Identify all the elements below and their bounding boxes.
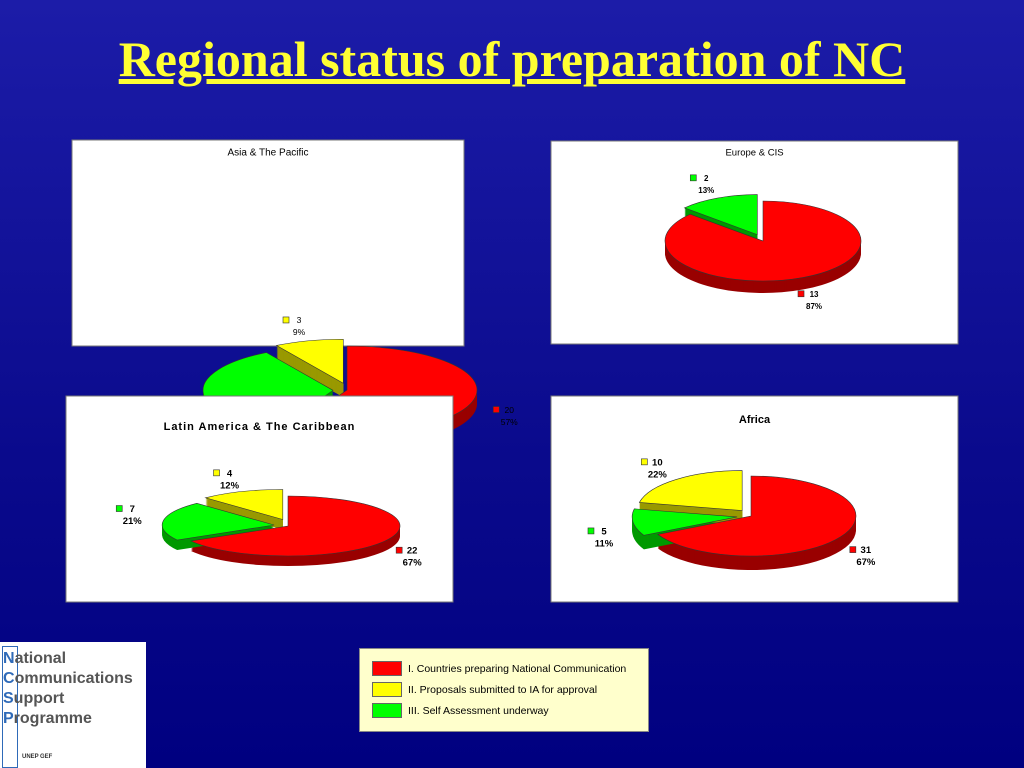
logo-line: Communications bbox=[3, 670, 133, 688]
value-label: 22 bbox=[407, 546, 418, 557]
slice bbox=[275, 338, 344, 384]
value-label: 13 bbox=[810, 290, 819, 299]
chart-title: Europe & CIS bbox=[725, 148, 783, 159]
logo: National Communications Support Programme UN… bbox=[0, 642, 146, 768]
label-marker bbox=[213, 469, 220, 477]
percent-label: 9% bbox=[293, 327, 306, 337]
value-label: 20 bbox=[504, 405, 514, 415]
legend-label: II. Proposals submitted to IA for approv… bbox=[408, 683, 598, 696]
slide-title: Regional status of preparation of NC bbox=[118, 31, 906, 87]
value-label: 3 bbox=[297, 315, 302, 325]
percent-label: 12% bbox=[220, 480, 240, 491]
chart-title: Asia & The Pacific bbox=[228, 148, 309, 159]
label-marker bbox=[849, 546, 857, 553]
slice bbox=[638, 470, 743, 511]
label-marker bbox=[282, 316, 290, 324]
partner-name: GEF bbox=[40, 754, 53, 760]
logo-rest: rogramme bbox=[13, 710, 92, 727]
slice bbox=[683, 194, 758, 236]
legend-item: III. Self Assessment underway bbox=[372, 703, 549, 718]
label-marker bbox=[797, 290, 805, 298]
legend: I. Countries preparing National Communic… bbox=[359, 648, 649, 732]
slice bbox=[189, 495, 401, 557]
chart-title: Africa bbox=[739, 414, 771, 426]
label-marker bbox=[689, 174, 697, 182]
legend-item: II. Proposals submitted to IA for approv… bbox=[372, 682, 597, 697]
label-marker bbox=[641, 458, 648, 466]
slice bbox=[664, 200, 862, 282]
percent-label: 57% bbox=[501, 417, 518, 427]
legend-swatch bbox=[372, 661, 402, 676]
percent-label: 67% bbox=[856, 557, 876, 568]
slice bbox=[204, 489, 284, 520]
logo-rest: ational bbox=[14, 650, 67, 667]
value-label: 7 bbox=[130, 504, 135, 515]
legend-item: I. Countries preparing National Communic… bbox=[372, 661, 626, 676]
legend-label: III. Self Assessment underway bbox=[408, 704, 549, 717]
chart-title: Latin America & The Caribbean bbox=[164, 421, 356, 433]
percent-label: 22% bbox=[648, 469, 668, 480]
slice bbox=[657, 475, 857, 557]
label-marker bbox=[587, 527, 595, 535]
label-marker bbox=[115, 505, 123, 512]
legend-swatch bbox=[372, 703, 402, 718]
label-marker bbox=[395, 546, 403, 554]
logo-initial: S bbox=[3, 690, 14, 707]
value-label: 10 bbox=[652, 457, 663, 468]
slice bbox=[161, 502, 275, 541]
logo-initial: P bbox=[3, 710, 14, 727]
legend-label: I. Countries preparing National Communic… bbox=[408, 662, 627, 675]
panel-background bbox=[71, 139, 465, 347]
partner-name: UNEP bbox=[22, 754, 39, 760]
value-label: 5 bbox=[601, 526, 607, 537]
percent-label: 13% bbox=[698, 186, 714, 195]
logo-rest: upport bbox=[13, 690, 65, 707]
value-label: 4 bbox=[227, 468, 233, 479]
logo-line: National bbox=[3, 650, 66, 668]
label-marker bbox=[492, 406, 500, 413]
logo-initial: C bbox=[3, 670, 15, 687]
percent-label: 67% bbox=[403, 558, 423, 569]
value-label: 2 bbox=[704, 174, 709, 183]
logo-line: Programme bbox=[3, 710, 92, 728]
value-label: 31 bbox=[861, 545, 872, 556]
pie-panel: Europe & CIS 13 87% 2 13% bbox=[550, 140, 959, 345]
percent-label: 11% bbox=[595, 538, 614, 549]
legend-swatch bbox=[372, 682, 402, 697]
percent-label: 87% bbox=[806, 302, 822, 311]
logo-initial: N bbox=[3, 650, 15, 667]
slice bbox=[631, 508, 738, 536]
logo-rest: ommunications bbox=[14, 670, 133, 687]
logo-line: Support bbox=[3, 690, 64, 708]
percent-label: 21% bbox=[123, 516, 143, 527]
